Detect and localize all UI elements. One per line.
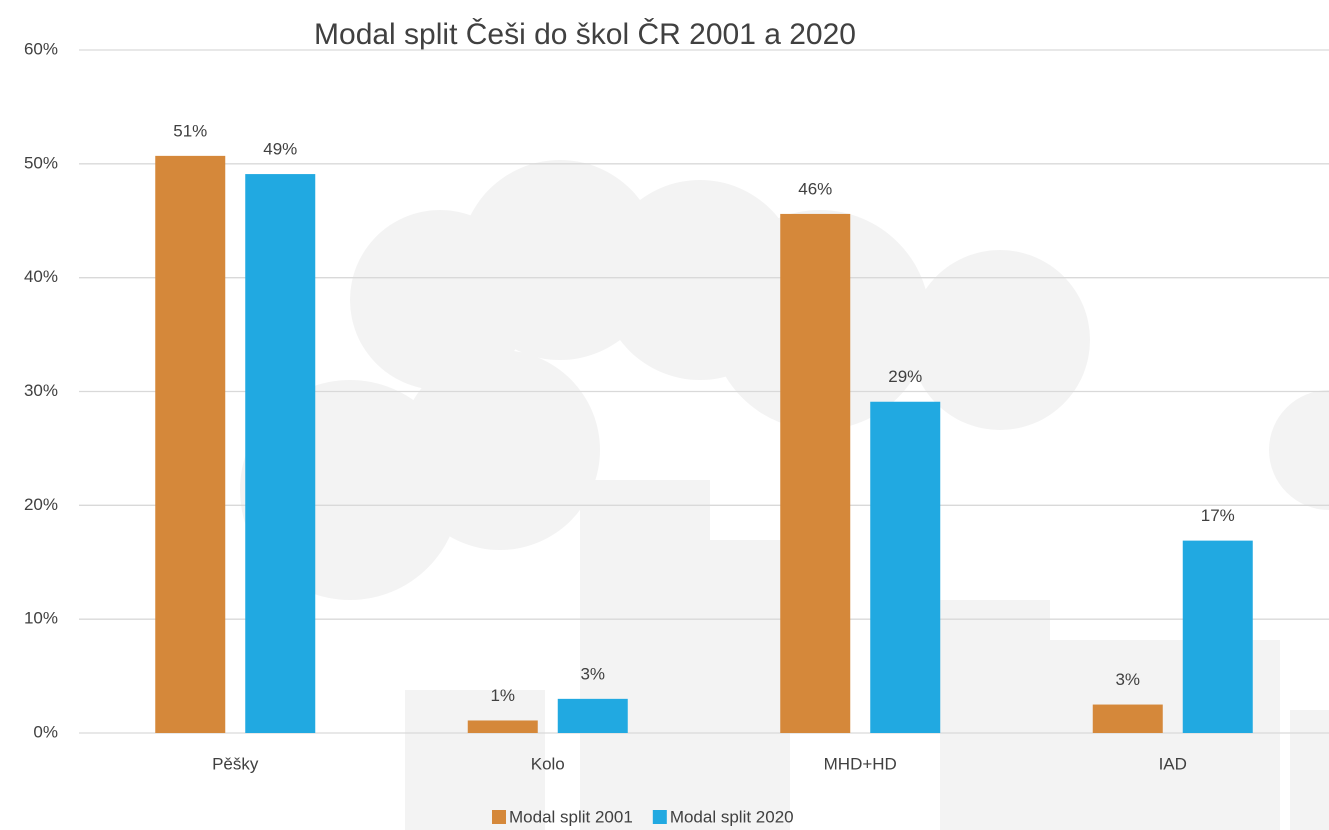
chart-title: Modal split Češi do škol ČR 2001 a 2020 <box>314 17 856 51</box>
legend-swatch <box>653 810 667 824</box>
y-tick-label: 0% <box>33 722 58 741</box>
legend-label: Modal split 2001 <box>509 807 633 826</box>
data-label: 46% <box>798 179 832 198</box>
y-tick-label: 10% <box>24 609 58 628</box>
bar <box>780 214 850 733</box>
data-label: 1% <box>490 686 515 705</box>
y-tick-label: 20% <box>24 495 58 514</box>
x-tick-label: Kolo <box>531 754 565 773</box>
data-label: 3% <box>580 664 605 683</box>
x-tick-label: MHD+HD <box>824 754 897 773</box>
bar <box>870 402 940 733</box>
y-tick-label: 50% <box>24 153 58 172</box>
bar <box>1093 705 1163 733</box>
data-label: 51% <box>173 121 207 140</box>
y-tick-label: 30% <box>24 381 58 400</box>
y-tick-label: 60% <box>24 39 58 58</box>
bar <box>155 156 225 733</box>
x-tick-label: IAD <box>1159 754 1187 773</box>
chart: Modal split Češi do škol ČR 2001 a 2020 … <box>0 0 1329 830</box>
y-tick-label: 40% <box>24 267 58 286</box>
legend-swatch <box>492 810 506 824</box>
bar <box>1183 541 1253 733</box>
data-label: 49% <box>263 140 297 159</box>
data-label: 29% <box>888 367 922 386</box>
bar <box>558 699 628 733</box>
data-label: 3% <box>1115 670 1140 689</box>
legend-label: Modal split 2020 <box>670 807 794 826</box>
bar <box>245 174 315 733</box>
x-tick-label: Pěšky <box>212 754 259 773</box>
data-label: 17% <box>1201 506 1235 525</box>
bar <box>468 720 538 733</box>
